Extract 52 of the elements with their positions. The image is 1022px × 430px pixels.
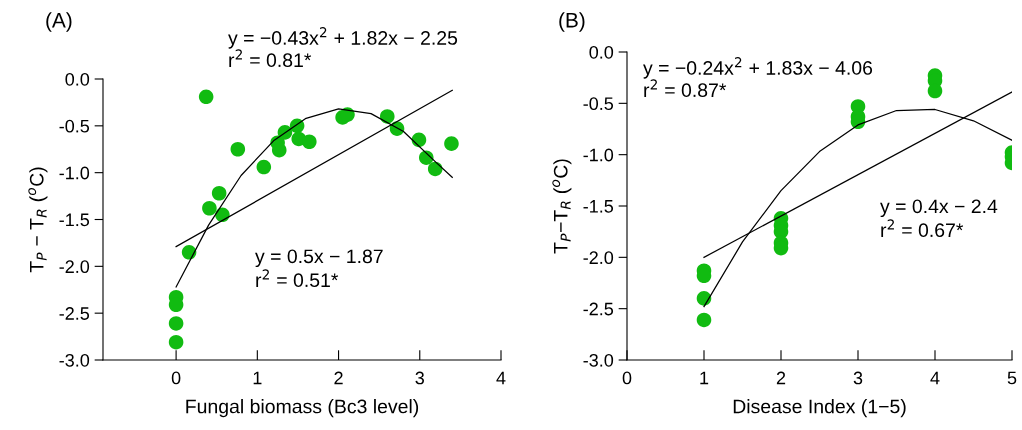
x-tick-label: 0 [622,371,632,385]
x-tick-label: 4 [930,371,940,385]
x-tick-label: 2 [776,371,786,385]
text: r$^{2}$ = 0.81* [229,49,312,68]
y-axis-title: T$_{P}$ − T$_{R}$ ($^{o}$C) [28,167,48,273]
x-tick-label: 3 [415,371,424,385]
y-tick-label: -3.0 [583,353,614,367]
y-tick-label: -2.5 [583,302,614,316]
point [256,159,272,175]
point [380,109,395,124]
x-tick-label: 4 [496,371,506,385]
annotation: r$^{2}$ = 0.51* [256,269,339,288]
x-axis-title: Fungal biomass (Bc3 level) [186,399,419,418]
x-axis-title: Disease Index (1−5) [733,399,906,418]
point [211,185,227,201]
y-tick-label: -0.5 [583,97,614,111]
text: y = −0.43x$^{2}$ + 1.82x − 2.25 [228,27,458,49]
point [198,89,214,105]
annotation: y = 0.5x − 1.87 [255,249,383,268]
y-tick-label: -2.0 [59,260,90,274]
point [202,200,217,216]
point [168,316,184,331]
y-tick-label: -1.5 [59,213,90,227]
y-tick-label: 0.0 [65,72,90,86]
x-tick-label: 3 [853,371,863,385]
y-tick-label: -0.5 [59,119,90,133]
y-tick-label: -1.0 [583,148,614,162]
annotation: y = 0.4x − 2.4 [880,199,998,218]
point [168,334,184,350]
x-tick-label: 5 [1007,371,1017,385]
chart-title: (A) [46,12,72,32]
x-tick-label: 0 [171,371,181,385]
point [696,312,712,328]
annotation: r$^{2}$ = 0.87* [644,79,727,98]
x-tick-label: 1 [253,371,262,385]
x-tick-label: 1 [700,371,709,385]
y-tick-label: -1.5 [583,200,614,213]
y-axis-title: T$_{P}$−T$_{R}$ ($^{o}$C) [552,159,572,254]
point [427,161,443,177]
y-tick-label: 0.0 [589,45,614,59]
point [927,83,943,99]
point [302,134,317,150]
x-tick-label: 2 [334,371,343,385]
y-tick-label: -2.0 [583,251,614,265]
annotation: y = −0.24x$^{2}$ + 1.83x − 4.06 [643,57,873,79]
y-tick-label: -1.0 [59,166,90,180]
annotation: r$^{2}$ = 0.67* [881,219,964,238]
point [230,141,246,157]
y-tick-label: -3.0 [59,353,90,367]
y-tick-label: -2.5 [59,307,90,320]
point [444,136,459,151]
chart-title: (B) [559,12,585,32]
